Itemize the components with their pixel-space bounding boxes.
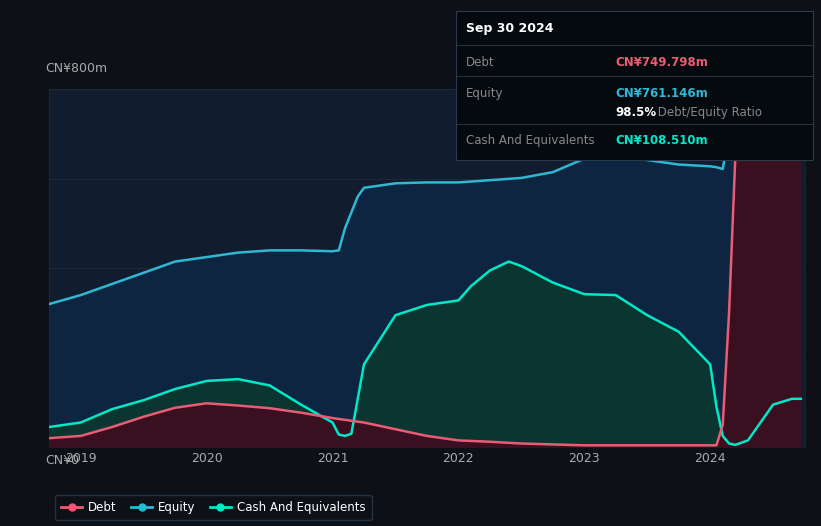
Text: Debt/Equity Ratio: Debt/Equity Ratio xyxy=(654,106,763,118)
Text: CN¥800m: CN¥800m xyxy=(45,62,108,75)
Text: Sep 30 2024: Sep 30 2024 xyxy=(466,23,553,35)
Text: Debt: Debt xyxy=(466,56,494,68)
Text: 98.5%: 98.5% xyxy=(616,106,657,118)
Legend: Debt, Equity, Cash And Equivalents: Debt, Equity, Cash And Equivalents xyxy=(55,495,372,520)
Text: CN¥0: CN¥0 xyxy=(45,454,80,467)
Text: Cash And Equivalents: Cash And Equivalents xyxy=(466,135,594,147)
Text: CN¥108.510m: CN¥108.510m xyxy=(616,135,709,147)
Text: CN¥761.146m: CN¥761.146m xyxy=(616,87,709,100)
Text: Equity: Equity xyxy=(466,87,503,100)
Text: CN¥749.798m: CN¥749.798m xyxy=(616,56,709,68)
